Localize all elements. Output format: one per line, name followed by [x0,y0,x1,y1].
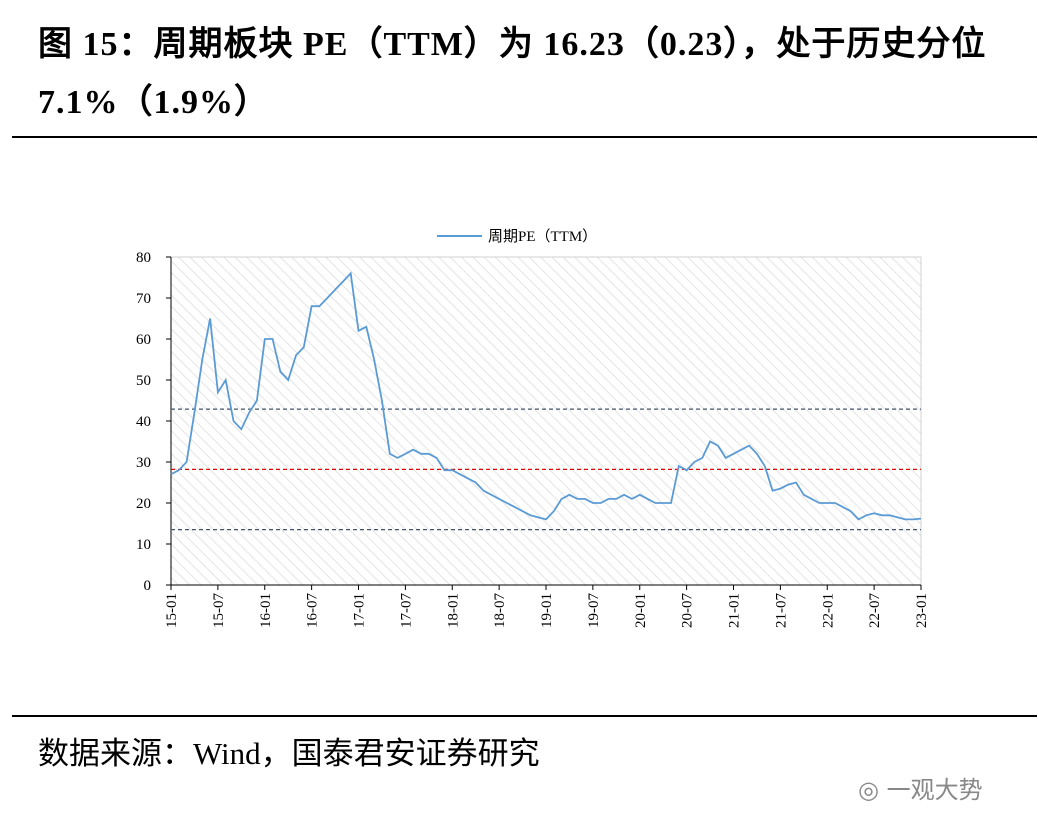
x-tick-label: 16-01 [258,593,274,628]
x-tick-label: 18-01 [445,593,461,628]
x-tick-label: 19-07 [586,593,602,628]
x-tick-label: 22-01 [820,593,836,628]
x-tick-label: 20-07 [680,593,696,628]
y-tick-label: 20 [136,496,151,512]
x-tick-label: 17-07 [398,593,414,628]
x-tick-label: 23-01 [914,593,930,628]
title: 图 15：周期板块 PE（TTM）为 16.23（0.23），处于历史分位 7.… [38,26,987,121]
x-tick-label: 21-07 [773,593,789,628]
y-tick-label: 0 [144,578,152,594]
x-tick-label: 19-01 [539,593,555,628]
x-tick-label: 18-07 [492,593,508,628]
rule [12,715,1037,717]
x-tick-label: 15-07 [211,593,227,628]
x-tick-label: 17-01 [352,593,368,628]
legend-label: 周期PE（TTM） [488,228,597,245]
x-tick-label: 20-01 [633,593,649,628]
y-tick-label: 50 [136,373,151,389]
y-tick-label: 30 [136,455,151,471]
y-tick-label: 40 [136,414,151,430]
line-series [170,271,922,521]
rule [12,136,1037,138]
source: 数据来源：Wind，国泰君安证券研究 [38,736,540,771]
y-tick-label: 70 [136,291,151,307]
x-tick-label: 15-01 [164,593,180,628]
y-tick-label: 10 [136,537,151,553]
y-tick-label: 80 [136,250,151,266]
y-tick-label: 60 [136,332,151,348]
x-tick-label: 21-01 [727,593,743,628]
plot-area [170,256,922,586]
x-tick-label: 22-07 [867,593,883,628]
x-tick-label: 16-07 [305,593,321,628]
watermark: ◎ 一观大势 [858,776,983,804]
watermark-text: 一观大势 [886,776,983,804]
